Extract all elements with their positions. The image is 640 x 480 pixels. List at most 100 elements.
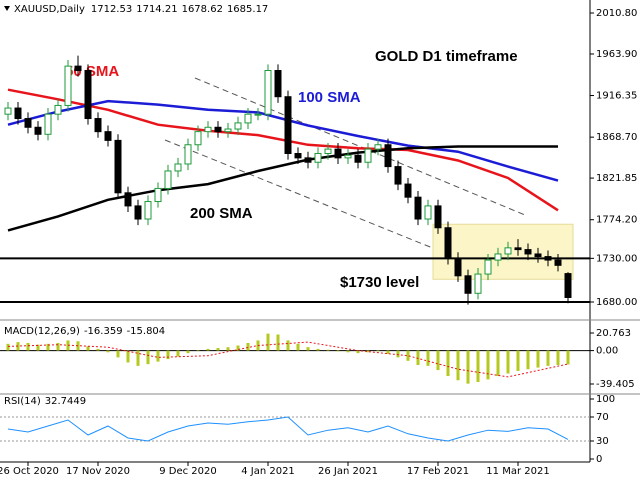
candle-body (64, 65, 72, 106)
y-tick-label: 1821.85 (596, 173, 637, 184)
candle-body (164, 170, 172, 189)
macd-bar (56, 342, 60, 351)
sma-label: 100 SMA (298, 89, 361, 106)
candle-body (354, 154, 362, 163)
candle-body (134, 205, 142, 220)
annotation: GOLD D1 timeframe (375, 48, 518, 65)
candle-body (394, 166, 402, 185)
candle-body (404, 183, 412, 198)
candle-body (444, 227, 452, 259)
candle-body (294, 152, 302, 159)
macd-bar (236, 345, 240, 351)
close-value: 1685.17 (227, 4, 268, 15)
y-tick-label: 1868.70 (596, 132, 637, 143)
macd-bar (416, 350, 420, 366)
candle-body (334, 148, 342, 159)
macd-bar (296, 343, 300, 351)
candle-body (314, 152, 322, 163)
macd-bar (386, 350, 390, 354)
candle-body (14, 107, 22, 120)
candle-body (544, 256, 552, 261)
y-tick-label: 30 (596, 436, 609, 447)
macd-bar (76, 341, 80, 351)
macd-bar (346, 350, 350, 353)
candle-body (564, 273, 572, 298)
macd-bar (316, 348, 320, 351)
macd-bar (546, 350, 550, 366)
y-tick-label: 0.00 (596, 346, 618, 357)
macd-bar (476, 350, 480, 382)
sma-line (7, 145, 558, 232)
y-tick-label: 70 (596, 412, 609, 423)
macd-bar (136, 350, 140, 366)
candle-body (284, 96, 292, 154)
macd-bar (116, 350, 120, 358)
dropdown-icon (4, 6, 10, 11)
macd-bar (186, 350, 190, 354)
macd-bar (36, 344, 40, 351)
candle-body (554, 259, 562, 266)
candle-body (74, 65, 82, 71)
x-tick-label: 17 Nov 2020 (66, 466, 130, 477)
macd-bar (506, 350, 510, 374)
macd-bar (366, 350, 370, 353)
candle-body (124, 192, 132, 207)
macd-bar (216, 348, 220, 351)
macd-bar (6, 343, 10, 351)
y-tick-label: 2010.80 (596, 8, 637, 19)
candle-body (524, 249, 532, 255)
y-tick-label: 0 (596, 454, 602, 465)
macd-bar (536, 350, 540, 368)
candle-body (184, 144, 192, 165)
macd-bar (496, 350, 500, 377)
candle-body (474, 273, 482, 294)
candle-body (364, 148, 372, 163)
rsi-value: 32.7449 (45, 396, 86, 407)
candle-body (114, 139, 122, 194)
candle-body (384, 144, 392, 168)
trend-line (164, 139, 451, 256)
macd-bar (106, 350, 110, 353)
candle-body (464, 275, 472, 294)
candle-body (274, 69, 282, 98)
y-tick-label: 100 (596, 394, 615, 405)
signal-value: -15.804 (127, 326, 166, 337)
candle-body (244, 113, 252, 124)
macd-bar (96, 348, 100, 351)
macd-bar (566, 350, 570, 365)
macd-header: MACD(12,26,9) -16.359 -15.804 (4, 326, 165, 337)
macd-bar (516, 350, 520, 371)
candle-body (434, 205, 442, 229)
y-tick-label: -39.405 (596, 379, 635, 390)
macd-bar (176, 350, 180, 357)
candle-body (144, 201, 152, 220)
macd-bar (26, 342, 30, 351)
sma-line (7, 88, 559, 212)
macd-bar (466, 350, 470, 384)
macd-bar (376, 350, 380, 352)
candle-body (304, 157, 312, 163)
macd-bar (126, 350, 130, 363)
candle-body (264, 69, 272, 115)
y-tick-label: 1963.90 (596, 49, 637, 60)
x-tick-label: 17 Feb 2021 (407, 466, 469, 477)
high-value: 1714.21 (136, 4, 177, 15)
open-value: 1712.53 (91, 4, 132, 15)
macd-bar (156, 350, 160, 362)
candle-body (4, 107, 12, 115)
y-tick-label: 1730.00 (596, 253, 637, 264)
candle-body (484, 259, 492, 275)
rsi-title: RSI(14) (4, 396, 41, 407)
macd-bar (356, 350, 360, 354)
signal-line (7, 341, 569, 378)
candle-body (254, 113, 262, 116)
macd-bar (406, 350, 410, 361)
candle-body (494, 253, 502, 261)
x-tick-label: 9 Dec 2020 (159, 466, 217, 477)
y-tick-label: 1680.00 (596, 297, 637, 308)
candle-body (454, 257, 462, 277)
x-tick-label: 11 Mar 2021 (486, 466, 549, 477)
macd-value: -16.359 (84, 326, 123, 337)
x-tick-label: 26 Jan 2021 (318, 466, 378, 477)
candle-body (344, 154, 352, 159)
